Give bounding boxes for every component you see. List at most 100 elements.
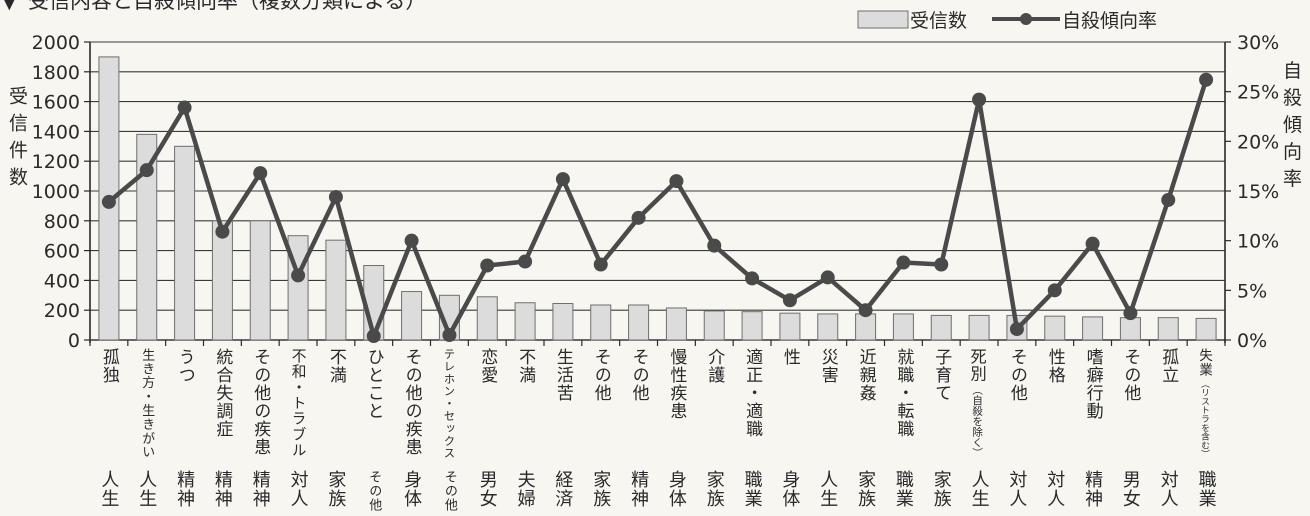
- bar: [1119, 317, 1141, 341]
- y-tick-label: 1000: [32, 181, 80, 203]
- category-label: 死別: [968, 348, 987, 382]
- category-group-label: 対人: [1006, 470, 1027, 508]
- bar: [1082, 316, 1104, 341]
- category-label: 近親姦: [856, 348, 877, 402]
- x-axis-labels: 孤独人生生き方・生きがい人生うつ精神統合失調症精神その他の疾患精神不和・トラブル…: [98, 347, 1216, 512]
- line-point: [972, 92, 987, 107]
- legend-bar-swatch: [857, 10, 909, 29]
- category-label: 適正・適職: [742, 348, 763, 438]
- category-label: 性格: [1045, 348, 1066, 384]
- line-point: [707, 238, 722, 253]
- bar: [779, 312, 801, 341]
- category-label: 生き方・生きがい: [139, 348, 154, 459]
- y-tick-label: 1200: [32, 151, 80, 173]
- bar: [1044, 315, 1066, 341]
- category-note: （リストラを含む）: [1199, 379, 1209, 458]
- chart-title: 受信内容と自殺傾向率（複数分類による）: [28, 0, 426, 13]
- category-label: 不満: [326, 348, 347, 384]
- y-axis-title: 受信件数: [6, 86, 28, 194]
- category-group-label: 身体: [779, 470, 800, 508]
- y2-tick-label: 5%: [1237, 280, 1267, 302]
- category-label: その他: [629, 348, 650, 402]
- category-group-label: 身体: [666, 470, 687, 508]
- category-label: その他: [1007, 348, 1028, 402]
- category-group-label: 男女: [477, 470, 498, 508]
- category-label: その他: [591, 348, 612, 402]
- category-label: 就職・転職: [893, 348, 914, 438]
- y2-axis-label: 自殺傾向率: [1280, 60, 1302, 195]
- category-label: その他: [1120, 348, 1141, 402]
- category-label: ひとこと: [364, 348, 384, 420]
- y-tick-label: 800: [44, 211, 80, 233]
- bar: [703, 310, 725, 341]
- line-point: [291, 268, 306, 283]
- category-label: その他の疾患: [402, 348, 423, 456]
- y-tick-label: 1800: [32, 62, 80, 84]
- category-label: 災害: [818, 348, 839, 384]
- y2-tick-label: 30%: [1237, 32, 1279, 54]
- y-tick-label: 600: [44, 241, 80, 263]
- legend-line-marker: [1020, 13, 1032, 25]
- category-label: 統合失調症: [212, 348, 233, 438]
- category-group-label: 人生: [136, 470, 157, 508]
- bar: [249, 220, 271, 341]
- category-label: 嗜癖行動: [1083, 348, 1104, 420]
- line-point: [442, 328, 457, 343]
- y-tick-label: 1400: [32, 121, 80, 143]
- chart-bars: [98, 56, 1217, 341]
- bar: [590, 304, 612, 341]
- line-point: [328, 189, 343, 204]
- line-point: [745, 271, 760, 286]
- category-group-label: 家族: [855, 470, 876, 508]
- category-label: 慢性疾患: [666, 347, 687, 420]
- category-group-label: 家族: [931, 470, 952, 508]
- bar: [855, 313, 877, 341]
- bar: [401, 291, 423, 341]
- y-tick-label: 200: [44, 300, 80, 322]
- category-group-label: その他: [366, 470, 382, 512]
- category-group-label: 人生: [98, 470, 119, 508]
- category-note: （自殺を除く）: [971, 384, 983, 458]
- line-point: [177, 100, 192, 115]
- bar: [136, 133, 158, 341]
- line-point: [1009, 322, 1024, 337]
- category-label: 失業: [1196, 348, 1213, 377]
- y2-tick-label: 25%: [1237, 82, 1279, 104]
- category-label: 性: [780, 348, 801, 366]
- y2-tick-label: 20%: [1237, 131, 1279, 153]
- category-label: 不和・トラブル: [290, 348, 307, 458]
- category-group-label: 家族: [325, 470, 346, 508]
- line-point: [404, 233, 419, 248]
- category-group-label: 職業: [742, 470, 763, 508]
- bar: [741, 311, 763, 341]
- category-group-label: 家族: [704, 470, 725, 508]
- category-group-label: 対人: [288, 470, 309, 508]
- line-point: [1161, 192, 1176, 207]
- category-group-label: 経済: [552, 470, 573, 508]
- line-point: [1199, 72, 1214, 87]
- y2-tick-label: 10%: [1237, 231, 1279, 253]
- category-label: 孤立: [1158, 348, 1179, 384]
- line-point: [139, 163, 154, 178]
- chart-title-marker: ▼: [2, 0, 17, 13]
- category-group-label: その他: [442, 470, 458, 512]
- line-point: [1047, 283, 1062, 298]
- line-point: [669, 174, 684, 189]
- y-axis-label: 受信件数: [6, 86, 28, 194]
- series-line: [107, 79, 1209, 339]
- line-point: [215, 224, 230, 239]
- category-group-label: 夫婦: [515, 470, 536, 508]
- category-group-label: 職業: [893, 470, 914, 508]
- legend-line-label: 自殺傾向率: [1062, 10, 1157, 32]
- line-point: [366, 329, 381, 344]
- chart-title-group: ▼ 受信内容と自殺傾向率（複数分類による）: [2, 0, 426, 13]
- bar: [930, 314, 952, 341]
- bar: [211, 220, 233, 341]
- y-tick-label: 2000: [32, 32, 80, 54]
- line-point: [518, 254, 533, 269]
- category-group-label: 人生: [969, 470, 990, 508]
- line-point: [782, 293, 797, 308]
- y-axis-ticks: 0 200 400 600 800 1000 1200 1400 1600 1800 2000: [32, 32, 80, 352]
